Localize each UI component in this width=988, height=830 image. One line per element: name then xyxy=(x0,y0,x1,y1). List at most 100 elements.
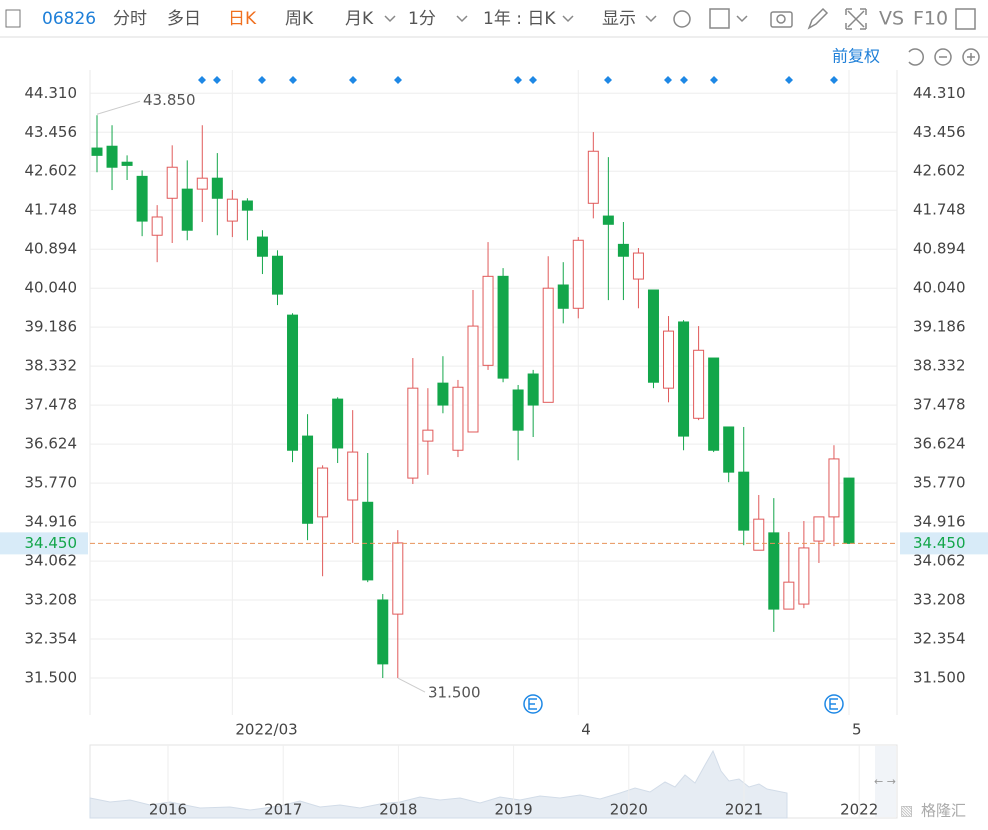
candle-body xyxy=(241,200,253,211)
y-tick-label: 40.894 xyxy=(25,240,78,258)
candle-body xyxy=(226,198,238,222)
navigator-area xyxy=(89,749,788,819)
tab[interactable]: 周K xyxy=(285,9,314,29)
candle-body xyxy=(196,177,208,190)
tab[interactable]: 日K xyxy=(228,9,257,29)
y-tick-label: 39.186 xyxy=(25,318,78,336)
candle-body xyxy=(392,542,404,615)
tab[interactable]: 多日 xyxy=(167,9,201,29)
watermark-logo: ▧ xyxy=(900,803,913,819)
y-tick-label: 44.310 xyxy=(25,84,78,102)
vs-button[interactable]: VS xyxy=(879,8,904,30)
candle-body xyxy=(437,382,449,406)
candle-body xyxy=(527,373,539,406)
candle-body xyxy=(362,501,374,581)
candle-body xyxy=(693,349,705,419)
y-tick-label: 36.624 xyxy=(25,435,78,453)
high-leader xyxy=(96,100,141,115)
candle-body xyxy=(798,547,810,605)
candle-body xyxy=(91,147,103,156)
candle-body xyxy=(256,236,268,257)
chevron[interactable] xyxy=(456,15,468,23)
candle-body xyxy=(632,252,644,280)
y-tick-label: 35.770 xyxy=(25,474,78,492)
box-icon[interactable] xyxy=(709,8,730,29)
candle-body xyxy=(663,330,675,389)
settings-icon[interactable] xyxy=(673,10,691,28)
y-tick-label: 42.602 xyxy=(25,162,78,180)
high-label: 43.850 xyxy=(143,91,196,109)
camera-lens xyxy=(776,14,786,24)
candle-body xyxy=(512,389,524,431)
navigator-window[interactable] xyxy=(875,746,896,817)
sidebar-icon[interactable] xyxy=(5,9,21,28)
navigator-year: 2017 xyxy=(264,801,302,819)
x-tick-label: 2022/03 xyxy=(235,721,297,739)
y-tick-label-right: 41.748 xyxy=(913,201,966,219)
f10-button[interactable]: F10 xyxy=(913,8,948,30)
navigator-year: 2018 xyxy=(379,801,417,819)
zoom-out-icon[interactable] xyxy=(934,48,952,66)
stock-code[interactable]: 06826 xyxy=(42,9,96,29)
chevron[interactable] xyxy=(562,15,574,23)
tab[interactable]: 1年 : 日K xyxy=(483,9,556,29)
y-tick-label: 38.332 xyxy=(25,357,78,375)
pencil-icon[interactable] xyxy=(807,7,829,30)
candle-body xyxy=(166,166,178,199)
y-tick-label-right: 43.456 xyxy=(913,123,966,141)
camera-icon[interactable] xyxy=(770,11,793,28)
candle-body xyxy=(332,398,344,449)
y-tick-label: 40.040 xyxy=(25,279,78,297)
candle-body xyxy=(843,477,855,544)
y-tick-label-right: 40.040 xyxy=(913,279,966,297)
candle-body xyxy=(347,451,359,501)
y-tick-label-right: 40.894 xyxy=(913,240,966,258)
undo-icon[interactable] xyxy=(908,48,924,66)
candle-body xyxy=(602,215,614,225)
last-price-box xyxy=(0,532,88,555)
candle-body xyxy=(452,386,464,451)
navigator-year: 2022 xyxy=(840,801,878,819)
tab[interactable]: 显示 xyxy=(602,9,636,29)
panel-icon[interactable] xyxy=(955,8,976,30)
chevron[interactable] xyxy=(736,15,748,23)
y-tick-label-right: 42.602 xyxy=(913,162,966,180)
candle-body xyxy=(497,275,509,379)
candle-body xyxy=(723,426,735,473)
candle-body xyxy=(828,458,840,518)
adjust-button[interactable]: 前复权 xyxy=(832,47,880,66)
y-tick-label: 41.748 xyxy=(25,201,78,219)
candle-body xyxy=(467,325,479,433)
expand-icon[interactable] xyxy=(845,8,867,30)
candle-body xyxy=(482,275,494,366)
candle-body xyxy=(377,599,389,665)
last-price-box xyxy=(900,532,988,555)
navigator-year: 2019 xyxy=(495,801,533,819)
navigator-handle[interactable]: ← → xyxy=(874,775,896,788)
y-tick-label: 31.500 xyxy=(25,669,78,687)
y-tick-label-right: 34.916 xyxy=(913,513,966,531)
candle-body xyxy=(121,161,133,166)
y-tick-label-right: 31.500 xyxy=(913,669,966,687)
y-tick-label-right: 35.770 xyxy=(913,474,966,492)
event-diamond[interactable] xyxy=(198,76,838,84)
candle-body xyxy=(783,581,795,610)
plus xyxy=(967,53,975,61)
navigator-year: 2021 xyxy=(725,801,763,819)
last-price-label-right: 34.450 xyxy=(913,534,966,552)
chevron[interactable] xyxy=(645,15,657,23)
low-leader xyxy=(397,677,426,693)
tab[interactable]: 1分 xyxy=(408,9,436,29)
tab[interactable]: 月K xyxy=(345,9,374,29)
candle-body xyxy=(422,429,434,442)
candle-body xyxy=(678,321,690,437)
zoom-in-icon[interactable] xyxy=(962,48,980,66)
x-tick-label: 4 xyxy=(581,721,591,739)
tab[interactable]: 分时 xyxy=(113,9,147,29)
candle-body xyxy=(211,177,223,199)
candle-body xyxy=(647,289,659,383)
navigator-year: 2020 xyxy=(610,801,648,819)
chevron[interactable] xyxy=(384,15,396,23)
y-tick-label-right: 36.624 xyxy=(913,435,966,453)
